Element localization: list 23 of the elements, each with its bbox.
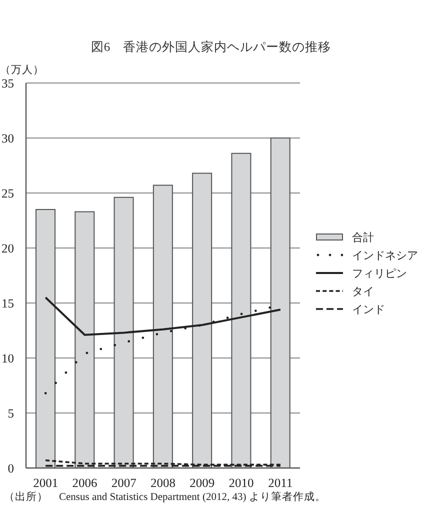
legend-label: フィリピン [352, 268, 407, 280]
y-tick-label: 25 [2, 186, 14, 200]
x-tick-label: 2011 [268, 476, 293, 490]
x-tick-label: 2010 [228, 476, 254, 490]
x-tick-label: 2001 [33, 476, 58, 490]
x-tick-label: 2009 [190, 476, 215, 490]
x-tick-label: 2008 [150, 476, 176, 490]
y-tick-label: 10 [2, 351, 14, 366]
legend-label: 合計 [352, 232, 374, 244]
y-axis-title: （万人） [0, 65, 44, 76]
y-tick-label: 5 [8, 406, 14, 420]
legend-label: インドネシア [352, 250, 418, 262]
text: （出所） Census and Statistics Department (2012, 43) より筆者作成。 [4, 492, 326, 503]
x-tick-label: 2007 [111, 476, 136, 490]
legend-label: インド [352, 304, 385, 316]
x-tick-label: 2006 [72, 476, 98, 490]
legend-label: タイ [352, 286, 374, 298]
y-tick-label: 30 [2, 131, 14, 146]
y-tick-label: 20 [2, 241, 14, 256]
y-tick-label: 0 [8, 461, 14, 476]
chart-title: 図6 香港の外国人家内ヘルパー数の推移 [90, 40, 332, 54]
y-tick-label: 35 [2, 76, 14, 90]
y-tick-label: 15 [2, 296, 14, 310]
